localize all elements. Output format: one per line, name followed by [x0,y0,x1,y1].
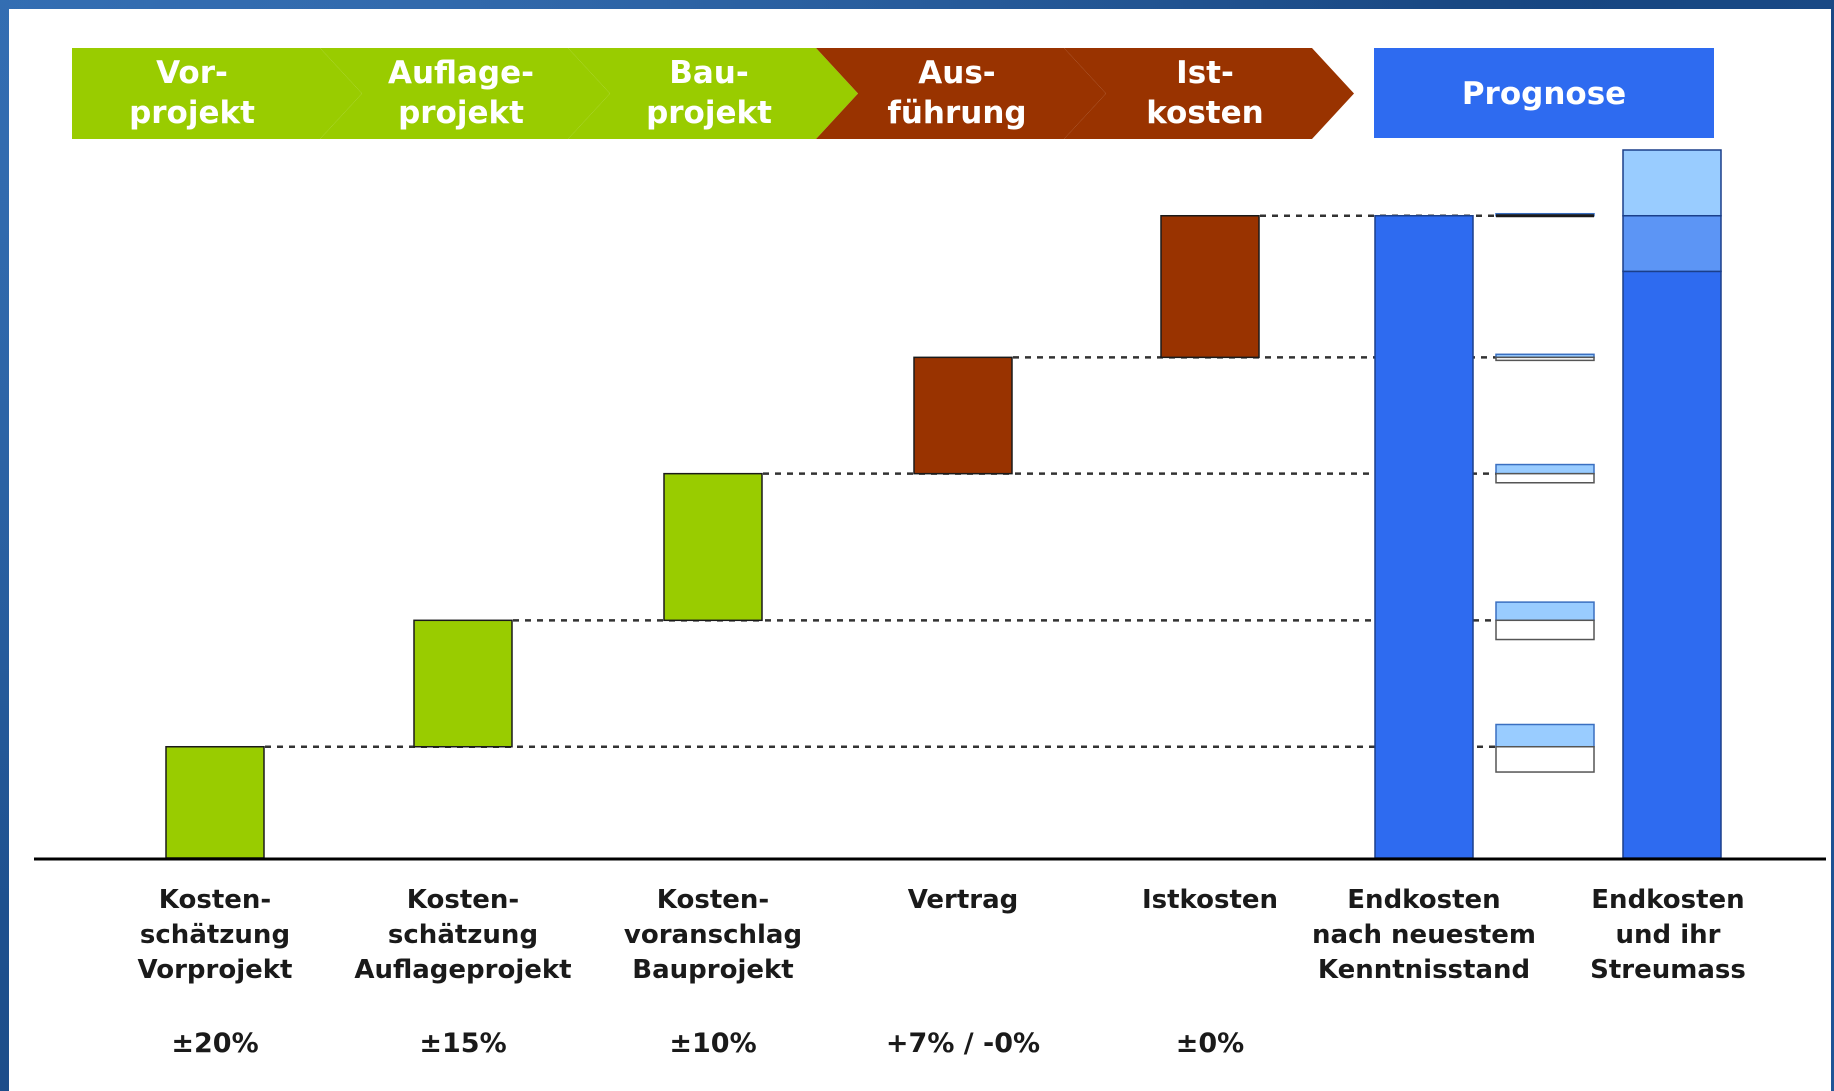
tolerance-label: ±0% [1176,1028,1244,1059]
category-label: Endkosten und ihr Streumass [1590,885,1746,985]
spread-bar-upper-range [1622,149,1722,217]
prognose-banner: Prognose [1374,48,1714,138]
phase-arrow-label: projekt [646,95,772,131]
category-label-line: Kosten- [657,885,769,915]
phase-arrow-shape [72,48,362,139]
range-marker-upper [1495,601,1595,622]
phase-arrow-label: Ist- [1176,55,1234,91]
phase-arrow: Ist-kosten [1064,48,1354,139]
range-markers [1495,212,1595,773]
category-label: Kosten-voranschlag Bauprojekt ±10% [624,885,802,1059]
category-label-line: Vertrag [908,885,1019,915]
final-cost-bars [1374,149,1722,859]
spread-bar-lower-range [1622,214,1722,273]
category-labels: Kosten-schätzungVorprojekt±20%Kosten-sch… [138,885,1746,1059]
phase-arrow-shape [816,48,1106,139]
category-label-line: Endkosten [1347,885,1500,915]
phase-arrow-label: Bau- [669,55,748,91]
phase-arrow: Auflage-projekt [320,48,610,139]
category-label-line: Istkosten [1142,885,1278,915]
category-label-line: voranschlag [624,920,802,950]
step-bar [165,745,265,859]
tolerance-label: ±15% [419,1028,506,1059]
phase-arrow-label: projekt [129,95,255,131]
prognose-label: Prognose [1462,76,1626,112]
phase-arrow: Vor-projekt [72,48,362,139]
range-marker-lower [1495,356,1595,362]
tolerance-label: ±20% [171,1028,258,1059]
range-marker-upper [1495,463,1595,475]
category-label-line: Kosten- [159,885,271,915]
category-label-line: Bauprojekt [632,955,793,985]
phase-arrow-label: führung [887,95,1026,131]
phase-arrow-label: Vor- [156,55,228,91]
category-label: Istkosten ±0% [1142,885,1278,1059]
category-label: Kosten-schätzung Auflageprojekt ±15% [354,885,571,1059]
range-marker-lower [1495,619,1595,641]
step-bars [165,214,1260,859]
category-label-line: und ihr [1616,920,1721,950]
phase-arrow-label: Auflage- [388,55,534,91]
category-label-line: schätzung [140,920,290,950]
category-label: Vertrag +7% / -0% [886,885,1040,1059]
prognose-box [1374,48,1714,138]
range-marker-upper [1495,723,1595,748]
phase-arrow-shape [1064,48,1354,139]
category-label: Endkosten nach neuestem Kenntnisstand [1312,885,1536,985]
category-label-line: Kenntnisstand [1318,955,1530,985]
category-label-line: nach neuestem [1312,920,1536,950]
step-bar [663,472,763,622]
phase-arrow-label: Aus- [918,55,995,91]
step-bar [1160,214,1260,359]
category-label-line: Streumass [1590,955,1746,985]
final-cost-bar [1374,214,1474,859]
category-label: Kosten-schätzung Vorprojekt ±20% [138,885,293,1059]
category-label-line: Endkosten [1591,885,1744,915]
phase-arrow: Aus-führung [816,48,1106,139]
tolerance-label: ±10% [669,1028,756,1059]
category-label-line: Vorprojekt [138,955,293,985]
range-marker-lower [1495,472,1595,484]
phase-arrow-shape [568,48,858,139]
spread-bar-base [1622,270,1722,859]
range-marker-lower [1495,745,1595,773]
tolerance-label: +7% / -0% [886,1028,1040,1059]
step-bar [413,619,513,748]
phase-arrow-label: projekt [398,95,524,131]
phase-arrows: Vor-projektAuflage-projektBau-projektAus… [72,48,1354,139]
category-label-line: Kosten- [407,885,519,915]
step-bar [913,356,1013,475]
phase-arrow-shape [320,48,610,139]
slide [9,9,1831,1091]
category-label-line: Auflageprojekt [354,955,571,985]
phase-arrow: Bau-projekt [568,48,858,139]
phase-arrow-label: kosten [1146,95,1263,131]
category-label-line: schätzung [388,920,538,950]
